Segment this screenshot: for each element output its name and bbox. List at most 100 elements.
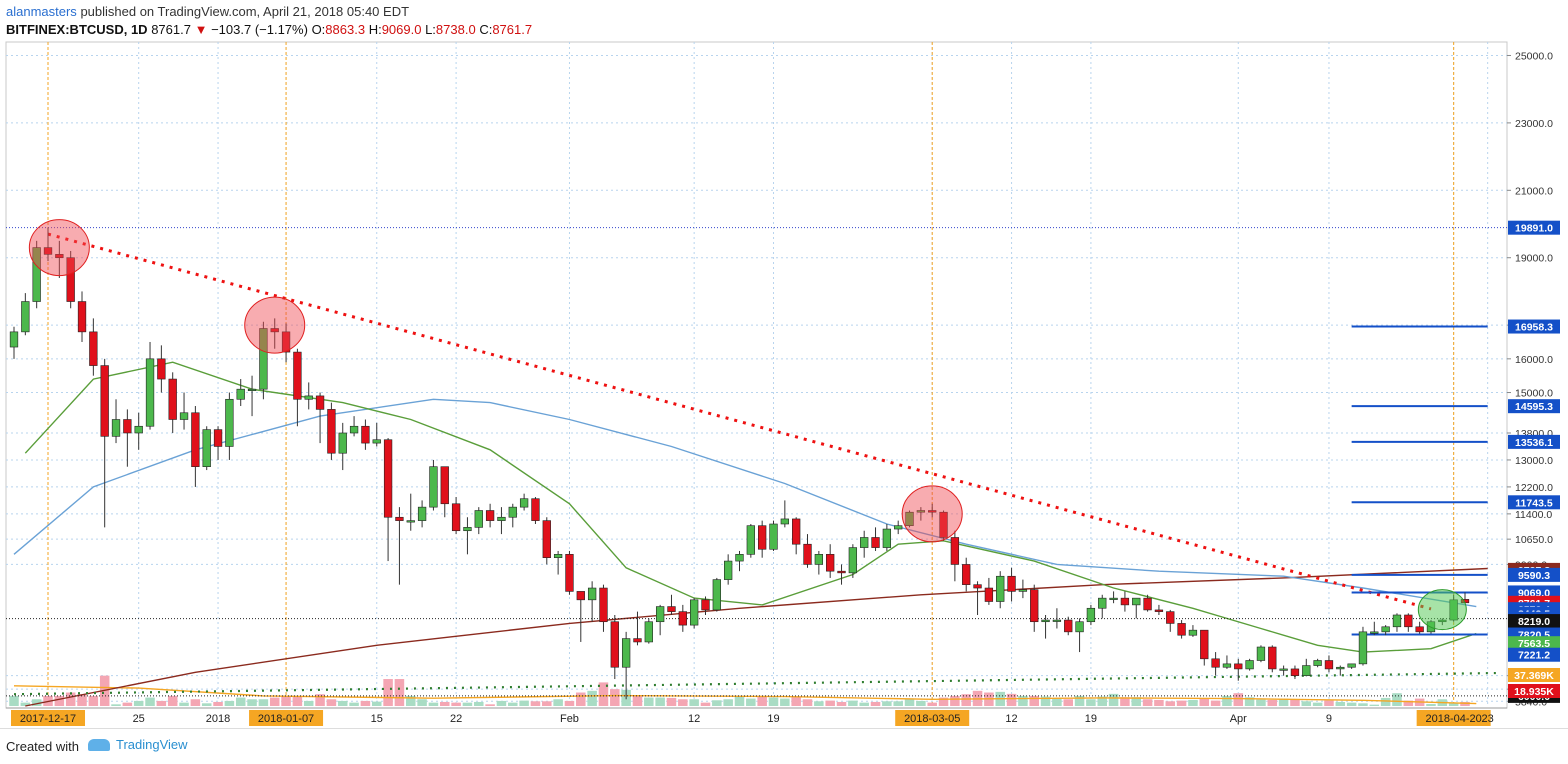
candle-body xyxy=(950,537,960,565)
volume-ma-line xyxy=(13,685,1477,705)
candle-body xyxy=(145,358,155,427)
time-axis[interactable]: 2017-12-17 25 2018 2018-01-07 15 22 Feb 12 19 201… xyxy=(6,707,1507,726)
price-tag-box xyxy=(1508,647,1560,662)
candle-body xyxy=(587,587,597,601)
volume-bar xyxy=(893,701,903,706)
x-tick-label: 19 xyxy=(767,713,779,725)
volume-bar xyxy=(768,697,779,706)
volume-bar xyxy=(1188,699,1198,706)
volume-bar xyxy=(938,697,949,706)
candle-body xyxy=(984,587,994,602)
volume-bar xyxy=(281,695,291,706)
volume-bar xyxy=(644,697,654,706)
brand-label: TradingView xyxy=(116,737,188,752)
volume-bar xyxy=(258,699,269,706)
candle-body xyxy=(871,537,880,548)
volume-bar xyxy=(655,697,665,706)
volume-tag-box xyxy=(1508,684,1560,698)
x-tick-label: 2017-12-17 xyxy=(20,713,76,725)
volume-bar xyxy=(678,699,688,706)
volume-bar xyxy=(542,701,552,706)
candle-body xyxy=(712,579,721,611)
volume-bar xyxy=(598,682,609,706)
volume-bar xyxy=(1018,695,1028,706)
volume-bar xyxy=(882,701,892,706)
volume-bar xyxy=(394,679,405,706)
candle-body xyxy=(327,409,336,454)
candle-body xyxy=(565,554,574,592)
volume-bar xyxy=(224,700,235,706)
candle-body xyxy=(55,254,64,259)
price-chart[interactable]: 25000.023000.021000.019000.017000.016000… xyxy=(0,0,1568,728)
volume-bar xyxy=(723,699,733,706)
x-tick-label: 12 xyxy=(688,713,700,725)
volume-bar xyxy=(1165,701,1176,706)
volume-bar xyxy=(133,700,144,706)
volume-bar xyxy=(1426,703,1436,706)
candle-body xyxy=(1415,626,1424,633)
volume-bar xyxy=(1301,701,1312,706)
candle-body xyxy=(417,506,427,521)
volume-bar xyxy=(440,701,450,706)
x-tick-label: 2018-01-07 xyxy=(258,713,314,725)
price-change: −103.7 (−1.17%) xyxy=(211,22,308,37)
y-tick-label: 10650.0 xyxy=(1515,534,1553,546)
y-tick-label: 23000.0 xyxy=(1515,118,1553,130)
candle-body xyxy=(1313,660,1322,666)
candle-body xyxy=(1086,607,1096,623)
price-tags: 19891.016958.314595.313536.111743.59737.… xyxy=(1508,220,1560,703)
candle-body xyxy=(973,584,982,589)
volume-bar xyxy=(950,695,960,706)
volume-bar xyxy=(1369,704,1380,706)
volume-bar xyxy=(746,698,756,706)
candle-body xyxy=(157,358,166,380)
candle-body xyxy=(780,518,789,525)
x-tick-label: 2018-04-20 xyxy=(1426,713,1482,725)
y-tick-label: 13000.0 xyxy=(1515,455,1553,467)
price-tag-label: 14595.3 xyxy=(1515,401,1553,413)
candle-body xyxy=(89,331,98,366)
publish-line: alanmasters published on TradingView.com… xyxy=(6,4,409,19)
volume-bar xyxy=(428,702,439,706)
candle-body xyxy=(701,599,710,611)
volume-bar xyxy=(1244,697,1255,706)
candle-body xyxy=(179,412,189,420)
candle-body xyxy=(451,503,461,532)
price-tag-box xyxy=(1508,567,1560,582)
candle-body xyxy=(213,429,223,447)
volume-bar xyxy=(496,700,507,706)
candle-body xyxy=(225,398,234,447)
candle-body xyxy=(372,439,381,444)
candle-body xyxy=(21,301,30,333)
close-value: 8761.7 xyxy=(492,22,533,37)
highlight-circle xyxy=(28,219,90,277)
candle-body xyxy=(1392,614,1402,628)
volume-tag-label: 18.935K xyxy=(1514,686,1554,698)
highlight-circle xyxy=(244,296,306,354)
candle-body xyxy=(100,365,109,437)
volume-bar xyxy=(508,702,518,706)
volume-bar xyxy=(20,702,31,706)
last-price: 8761.7 xyxy=(151,22,191,37)
volume-bar xyxy=(485,704,495,706)
highlight-circle xyxy=(1417,589,1467,631)
volume-bar xyxy=(315,694,325,706)
author-link[interactable]: alanmasters xyxy=(6,4,77,19)
y-tick-label: 25000.0 xyxy=(1515,50,1553,62)
candle-body xyxy=(1279,668,1288,671)
candle-body xyxy=(1064,619,1073,633)
candle-body xyxy=(485,510,495,521)
volume-bar xyxy=(9,695,19,706)
candle-body xyxy=(1381,626,1390,633)
volume-bar xyxy=(859,702,869,706)
candle-body xyxy=(281,331,291,353)
candle-body xyxy=(803,543,812,565)
volume-bar xyxy=(1086,699,1096,706)
candle-body xyxy=(939,511,948,538)
high-value: 9069.0 xyxy=(381,22,422,37)
down-arrow-icon: ▼ xyxy=(194,22,208,37)
tradingview-link[interactable]: TradingView xyxy=(88,737,188,752)
volume-bar xyxy=(530,701,541,706)
volume-bar xyxy=(31,699,42,706)
volume-bar xyxy=(1029,695,1039,706)
